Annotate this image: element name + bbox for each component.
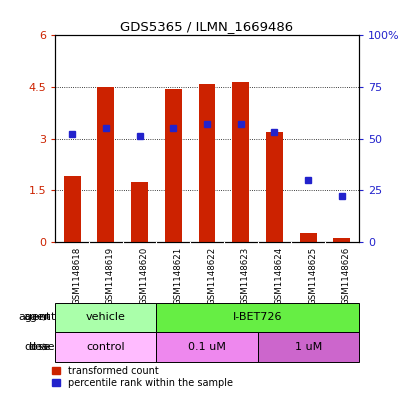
Text: GSM1148618: GSM1148618	[72, 246, 81, 305]
Legend: transformed count, percentile rank within the sample: transformed count, percentile rank withi…	[52, 366, 232, 388]
Bar	[55, 332, 156, 362]
Bar	[164, 89, 181, 242]
Bar	[265, 132, 282, 242]
Bar	[156, 332, 257, 362]
Bar	[156, 303, 358, 332]
Bar	[97, 87, 114, 242]
Text: 0.1 uM: 0.1 uM	[188, 342, 225, 352]
Bar	[232, 82, 249, 242]
Text: GSM1148620: GSM1148620	[139, 246, 148, 305]
Bar	[299, 233, 316, 242]
Bar	[131, 182, 148, 242]
Text: dose: dose	[25, 342, 51, 352]
Text: GSM1148621: GSM1148621	[173, 246, 182, 305]
Text: dose: dose	[29, 342, 55, 352]
Text: control: control	[86, 342, 125, 352]
Text: agent: agent	[23, 312, 55, 322]
Text: GSM1148623: GSM1148623	[240, 246, 249, 305]
Text: GSM1148622: GSM1148622	[207, 246, 216, 305]
Bar	[333, 237, 349, 242]
Text: GSM1148619: GSM1148619	[106, 246, 115, 305]
Text: GSM1148624: GSM1148624	[274, 246, 283, 305]
Text: 1 uM: 1 uM	[294, 342, 321, 352]
Text: agent: agent	[19, 312, 51, 322]
Title: GDS5365 / ILMN_1669486: GDS5365 / ILMN_1669486	[120, 20, 293, 33]
Bar	[64, 176, 81, 242]
Bar	[257, 332, 358, 362]
Text: GSM1148626: GSM1148626	[341, 246, 350, 305]
Text: I-BET726: I-BET726	[232, 312, 282, 322]
Text: vehicle: vehicle	[86, 312, 126, 322]
Bar	[198, 83, 215, 242]
Text: GSM1148625: GSM1148625	[308, 246, 317, 305]
Bar	[55, 303, 156, 332]
